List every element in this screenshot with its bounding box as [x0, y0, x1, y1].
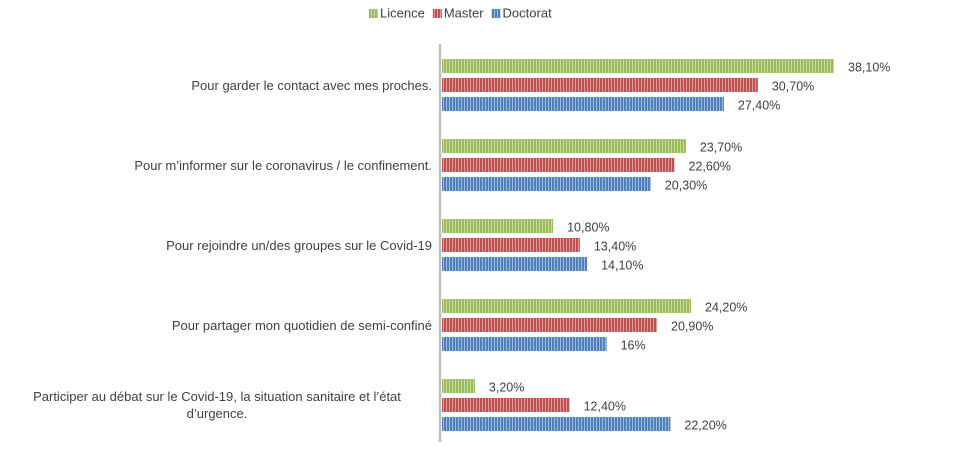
bar — [442, 158, 675, 172]
bar — [442, 177, 651, 191]
legend-label: Doctorat — [503, 5, 553, 20]
bar — [442, 97, 724, 111]
legend-swatch — [432, 9, 442, 18]
category-label: Pour m’informer sur le coronavirus / le … — [134, 157, 432, 173]
value-label: 23,70% — [700, 140, 742, 154]
bar — [442, 398, 570, 412]
value-label: 30,70% — [772, 79, 814, 93]
value-label: 12,40% — [584, 399, 626, 413]
bar — [442, 379, 475, 393]
category-label: Pour rejoindre un/des groupes sur le Cov… — [166, 237, 432, 253]
category-label: Pour garder le contact avec mes proches. — [191, 77, 432, 93]
value-label: 24,20% — [705, 300, 747, 314]
value-label: 10,80% — [567, 220, 609, 234]
value-label: 38,10% — [848, 60, 890, 74]
value-label: 27,40% — [738, 98, 780, 112]
bar — [442, 78, 758, 92]
legend-label: Licence — [380, 5, 425, 20]
value-label: 14,10% — [601, 258, 643, 272]
bar — [442, 417, 671, 431]
legend-label: Master — [444, 5, 484, 20]
category-label: Participer au débat sur le Covid-19, la … — [33, 389, 401, 421]
value-label: 16% — [621, 338, 646, 352]
value-label: 20,30% — [665, 178, 707, 192]
bar — [442, 318, 658, 332]
value-label: 13,40% — [594, 239, 636, 253]
bar — [442, 257, 588, 271]
value-label: 22,60% — [689, 159, 731, 173]
bar — [442, 238, 580, 252]
bar — [442, 139, 686, 153]
value-label: 20,90% — [671, 319, 713, 333]
legend-swatch — [369, 9, 378, 18]
category-label: Pour partager mon quotidien de semi-conf… — [171, 317, 432, 333]
bar — [442, 299, 691, 313]
bar — [442, 59, 834, 73]
legend-swatch — [491, 9, 501, 18]
bar — [442, 219, 554, 233]
bar — [442, 337, 607, 351]
value-label: 22,20% — [684, 418, 726, 432]
value-label: 3,20% — [489, 380, 524, 394]
